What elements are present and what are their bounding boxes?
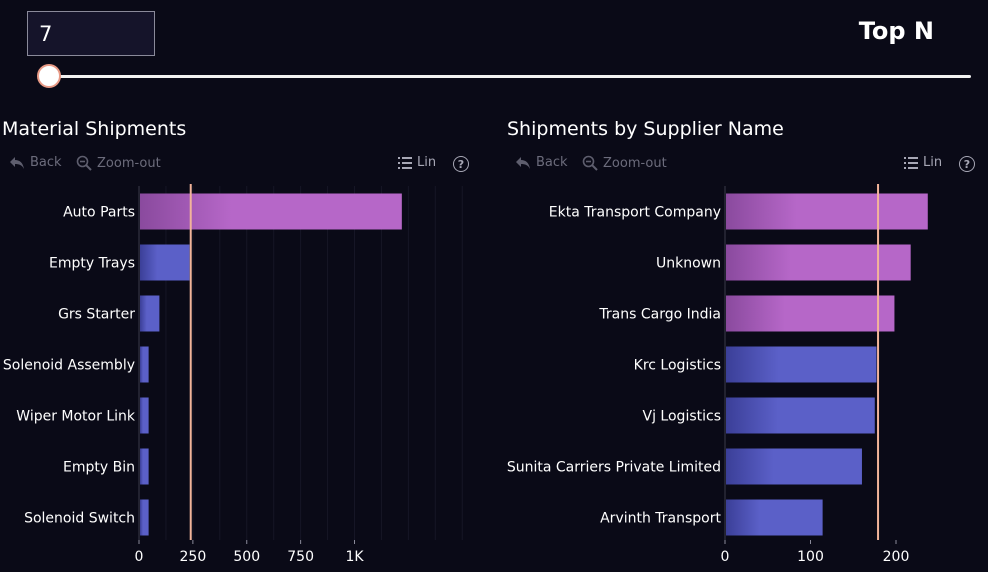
magnifier-minus-icon — [76, 155, 92, 171]
category-label: Solenoid Assembly — [3, 358, 135, 374]
category-label: Solenoid Switch — [24, 511, 135, 527]
category-label: Grs Starter — [58, 307, 135, 323]
bar — [140, 193, 402, 230]
x-tick-label: 0 — [721, 549, 730, 565]
category-label: Empty Bin — [63, 460, 135, 476]
category-label: Ekta Transport Company — [549, 205, 721, 221]
lin-toggle[interactable]: Lin — [904, 155, 942, 170]
bar — [140, 295, 160, 332]
supplier-shipments-title: Shipments by Supplier Name — [507, 118, 784, 140]
zoom-out-button[interactable]: Zoom-out — [76, 155, 161, 171]
category-label: Unknown — [656, 256, 721, 272]
help-icon[interactable]: ? — [959, 156, 975, 172]
top-n-slider-thumb[interactable] — [37, 64, 61, 88]
x-tick-label: 0 — [135, 549, 144, 565]
undo-arrow-icon — [515, 156, 531, 170]
undo-arrow-icon — [9, 156, 25, 170]
x-tick-label: 200 — [883, 549, 910, 565]
category-label: Auto Parts — [63, 205, 135, 221]
supplier-toolbar: Back Zoom-out Lin ? — [515, 155, 985, 177]
category-label: Empty Trays — [49, 256, 135, 272]
category-label: Krc Logistics — [634, 358, 721, 374]
bar — [140, 244, 190, 281]
gridlines — [138, 186, 463, 540]
bar — [726, 193, 928, 230]
zoom-out-label: Zoom-out — [97, 155, 161, 171]
help-icon[interactable]: ? — [453, 156, 469, 172]
bar — [140, 448, 149, 485]
lin-label: Lin — [417, 155, 437, 170]
category-label: Arvinth Transport — [600, 511, 721, 527]
bar — [140, 397, 149, 434]
back-button[interactable]: Back — [9, 155, 62, 170]
top-n-slider-track[interactable] — [45, 75, 971, 78]
top-n-input[interactable] — [27, 11, 155, 56]
category-label: Vj Logistics — [643, 409, 721, 425]
x-tick-label: 250 — [180, 549, 207, 565]
lin-toggle[interactable]: Lin — [398, 155, 436, 170]
back-label: Back — [536, 155, 568, 170]
magnifier-minus-icon — [582, 155, 598, 171]
x-tick-label: 500 — [233, 549, 260, 565]
bar — [726, 346, 877, 383]
top-n-label: Top N — [858, 17, 934, 45]
bar — [726, 244, 911, 281]
x-tick-label: 100 — [797, 549, 824, 565]
material-toolbar: Back Zoom-out Lin ? — [9, 155, 479, 177]
bar — [726, 397, 875, 434]
list-icon — [904, 156, 918, 170]
back-button[interactable]: Back — [515, 155, 568, 170]
category-label: Trans Cargo India — [598, 307, 721, 323]
lin-label: Lin — [923, 155, 943, 170]
category-label: Wiper Motor Link — [16, 409, 136, 425]
zoom-out-label: Zoom-out — [603, 155, 667, 171]
back-label: Back — [30, 155, 62, 170]
list-icon — [398, 156, 412, 170]
material-shipments-title: Material Shipments — [2, 118, 187, 140]
bar — [726, 499, 823, 536]
x-tick-label: 750 — [287, 549, 314, 565]
material-shipments-chart: Auto Parts Empty Trays Grs Starter Solenoid… — [3, 184, 463, 565]
bar — [726, 295, 895, 332]
bar — [726, 448, 862, 485]
bar — [140, 499, 149, 536]
bar — [140, 346, 149, 383]
supplier-shipments-chart: Ekta Transport Company Unknown Trans Cargo… — [507, 184, 928, 565]
x-tick-label: 1K — [345, 549, 364, 565]
category-label: Sunita Carriers Private Limited — [507, 460, 721, 476]
zoom-out-button[interactable]: Zoom-out — [582, 155, 667, 171]
